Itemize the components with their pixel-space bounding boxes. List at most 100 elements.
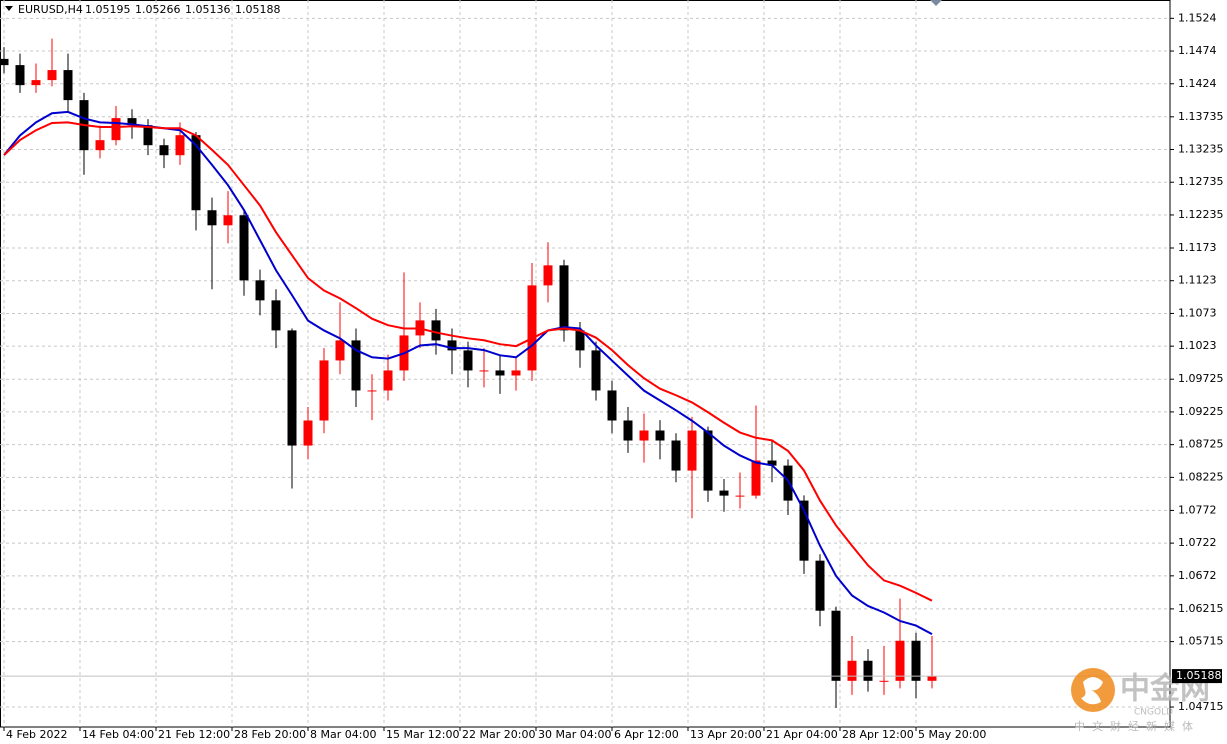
candle-body bbox=[511, 370, 521, 376]
y-tick-label: 1.05715 bbox=[1178, 635, 1224, 648]
candle-body bbox=[799, 500, 809, 561]
candle-body bbox=[895, 640, 905, 681]
candle-body bbox=[575, 330, 585, 351]
candle-body bbox=[559, 265, 569, 331]
y-tick-label: 1.1023 bbox=[1178, 339, 1217, 352]
candle-body bbox=[783, 465, 793, 501]
candle-body bbox=[159, 145, 169, 156]
x-tick-label: 14 Feb 04:00 bbox=[82, 728, 154, 741]
price-label-bg bbox=[1172, 669, 1222, 684]
y-tick-label: 1.09225 bbox=[1178, 405, 1224, 418]
candle-body bbox=[495, 370, 505, 376]
candle-body bbox=[239, 215, 249, 281]
x-tick-label: 6 Apr 12:00 bbox=[614, 728, 679, 741]
y-tick-label: 1.0672 bbox=[1178, 569, 1217, 582]
candle-body bbox=[623, 420, 633, 441]
ohlc-value: 1.05188 bbox=[235, 3, 281, 16]
x-tick-label: 30 Mar 04:00 bbox=[538, 728, 611, 741]
y-tick-label: 1.13735 bbox=[1178, 110, 1224, 123]
logo-shape bbox=[1081, 677, 1103, 705]
candle-body bbox=[671, 440, 681, 471]
candle-body bbox=[63, 70, 73, 101]
y-tick-label: 1.08725 bbox=[1178, 438, 1224, 451]
y-tick-label: 1.08225 bbox=[1178, 470, 1224, 483]
x-tick-label: 28 Apr 12:00 bbox=[842, 728, 914, 741]
x-tick-label: 21 Feb 12:00 bbox=[158, 728, 230, 741]
candle-body bbox=[463, 350, 473, 371]
y-tick-label: 1.09725 bbox=[1178, 372, 1224, 385]
candle-body bbox=[527, 285, 537, 371]
menu-arrow bbox=[5, 6, 13, 11]
candle-body bbox=[607, 390, 617, 421]
x-tick-label: 15 Mar 12:00 bbox=[386, 728, 459, 741]
y-tick-label: 1.06215 bbox=[1178, 602, 1224, 615]
y-tick-label: 1.1524 bbox=[1178, 11, 1217, 24]
x-tick-label: 4 Feb 2022 bbox=[6, 728, 67, 741]
candle-body bbox=[191, 135, 201, 211]
candle-body bbox=[879, 680, 889, 682]
x-tick-label: 28 Feb 20:00 bbox=[234, 728, 306, 741]
plot-frame bbox=[0, 0, 1171, 728]
ohlc-value: 1.05266 bbox=[135, 3, 181, 16]
candle-body bbox=[319, 360, 329, 421]
ohlc-value: 1.05195 bbox=[85, 3, 131, 16]
candle-body bbox=[127, 118, 137, 126]
candle-body bbox=[751, 460, 761, 496]
candle-body bbox=[383, 370, 393, 391]
x-tick-label: 22 Mar 20:00 bbox=[462, 728, 535, 741]
candle-body bbox=[815, 560, 825, 611]
y-tick-label: 1.0772 bbox=[1178, 503, 1217, 516]
x-tick-label: 8 Mar 04:00 bbox=[310, 728, 376, 741]
candle-body bbox=[735, 495, 745, 497]
candle-body bbox=[143, 125, 153, 146]
watermark-slogan: 中文财经新媒体 bbox=[1074, 719, 1200, 733]
x-tick-label: 13 Apr 20:00 bbox=[690, 728, 762, 741]
symbol-title: EURUSD,H4 bbox=[18, 3, 83, 16]
candle-body bbox=[335, 340, 345, 361]
candle-body bbox=[223, 215, 233, 226]
x-tick-label: 21 Apr 04:00 bbox=[766, 728, 838, 741]
candle-body bbox=[207, 210, 217, 226]
y-tick-label: 1.1173 bbox=[1178, 241, 1217, 254]
candle-body bbox=[175, 135, 185, 156]
y-tick-label: 1.1073 bbox=[1178, 306, 1217, 319]
candle-body bbox=[303, 420, 313, 446]
x-tick-label: 5 May 20:00 bbox=[918, 728, 986, 741]
candle-body bbox=[543, 265, 553, 286]
candle-body bbox=[431, 320, 441, 341]
y-tick-label: 1.1474 bbox=[1178, 44, 1217, 57]
candle-body bbox=[639, 430, 649, 441]
candle-body bbox=[831, 610, 841, 681]
candle-body bbox=[31, 80, 41, 86]
candle-body bbox=[655, 430, 665, 441]
candle-body bbox=[847, 660, 857, 681]
y-tick-label: 1.0722 bbox=[1178, 536, 1217, 549]
y-tick-label: 1.1424 bbox=[1178, 77, 1217, 90]
candle-body bbox=[703, 430, 713, 491]
candle-body bbox=[927, 676, 937, 681]
candle-body bbox=[687, 430, 697, 471]
candle-body bbox=[911, 640, 921, 681]
candle-body bbox=[351, 340, 361, 391]
candle-body bbox=[719, 490, 729, 496]
candle-body bbox=[591, 350, 601, 391]
candle-body bbox=[111, 118, 121, 141]
candle-body bbox=[47, 70, 57, 81]
y-tick-label: 1.12735 bbox=[1178, 175, 1224, 188]
candle-body bbox=[271, 300, 281, 331]
moving-average bbox=[3, 121, 933, 602]
candle-body bbox=[767, 460, 777, 466]
candle-body bbox=[0, 58, 9, 66]
y-tick-label: 1.04715 bbox=[1178, 700, 1224, 713]
candle-body bbox=[863, 660, 873, 681]
candle-body bbox=[447, 340, 457, 351]
candle-body bbox=[287, 330, 297, 446]
watermark-latin: CNGOLD bbox=[1134, 708, 1173, 718]
candle-body bbox=[367, 390, 377, 392]
ohlc-value: 1.05136 bbox=[185, 3, 231, 16]
candle-body bbox=[255, 280, 265, 301]
candle-body bbox=[95, 140, 105, 151]
y-tick-label: 1.13235 bbox=[1178, 143, 1224, 156]
y-tick-label: 1.1123 bbox=[1178, 274, 1217, 287]
